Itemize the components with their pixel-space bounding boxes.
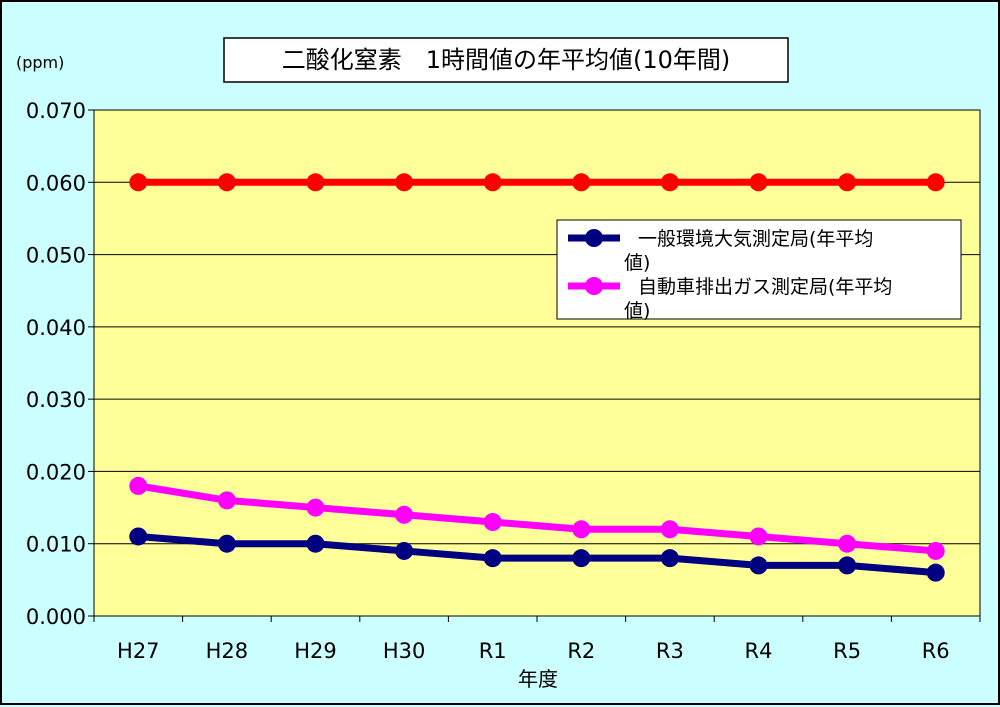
data-point [660,549,679,568]
series-layer [129,173,945,582]
data-point [660,520,679,539]
data-point [749,173,768,192]
y-tick-label: 0.040 [26,316,86,340]
y-axis-ticks: 0.000 0.010 0.020 0.030 0.040 0.050 0.060 0.070 [26,99,94,629]
data-point [217,491,236,510]
data-point [217,173,236,192]
y-tick-label: 0.010 [26,533,86,557]
y-axis-unit: (ppm) [16,53,64,72]
data-point [129,173,148,192]
x-axis-title: 年度 [518,667,558,691]
x-tick-label: R3 [656,639,684,663]
data-point [749,527,768,546]
series-line [138,532,936,577]
legend-label: 一般環境大気測定局(年平均値) [624,228,873,274]
y-tick-label: 0.030 [26,388,86,412]
data-point [306,534,325,553]
data-point [129,527,148,546]
data-point [838,173,857,192]
data-point [926,563,945,582]
data-point [483,173,502,192]
data-point [483,549,502,568]
x-tick-label: R4 [745,639,773,663]
legend-entry: 自動車排出ガス測定局(年平均値) [568,276,892,322]
data-point [129,476,148,495]
data-point [395,541,414,560]
legend: 一般環境大気測定局(年平均値)自動車排出ガス測定局(年平均値) [556,219,962,322]
data-point [572,520,591,539]
y-tick-label: 0.000 [26,605,86,629]
data-point [483,513,502,532]
y-tick-label: 0.070 [26,99,86,123]
data-point [926,541,945,560]
series-1 [129,476,945,560]
x-tick-label: H29 [294,639,337,663]
series-2 [129,173,945,192]
y-tick-label: 0.020 [26,460,86,484]
x-tick-label: R6 [922,639,950,663]
plot-area [93,109,981,617]
y-tick-label: 0.050 [26,244,86,268]
data-point [217,534,236,553]
x-tick-label: R5 [833,639,861,663]
data-point [306,498,325,517]
legend-box [556,219,962,320]
data-point [838,534,857,553]
data-point [306,173,325,192]
y-tick-label: 0.060 [26,171,86,195]
x-tick-label: R1 [479,639,507,663]
legend-swatch-marker [585,229,603,247]
chart-title: 二酸化窒素 1時間値の年平均値(10年間) [282,46,731,74]
data-point [572,549,591,568]
series-0 [129,527,945,582]
series-line [137,482,936,555]
chart-title-box: 二酸化窒素 1時間値の年平均値(10年間) [223,37,789,83]
data-point [660,173,679,192]
x-tick-label: H30 [383,639,426,663]
x-tick-label: H28 [206,639,249,663]
data-point [749,556,768,575]
data-point [926,173,945,192]
legend-label: 自動車排出ガス測定局(年平均値) [624,276,892,322]
data-point [838,556,857,575]
legend-entry: 一般環境大気測定局(年平均値) [568,228,873,274]
legend-swatch-marker [585,277,603,295]
data-point [395,173,414,192]
x-axis-ticks: H27 H28 H29 H30 R1 R2 R3 R4 R5 R6 [93,616,981,663]
data-point [572,173,591,192]
data-point [395,505,414,524]
x-tick-label: R2 [567,639,595,663]
x-tick-label: H27 [117,639,160,663]
